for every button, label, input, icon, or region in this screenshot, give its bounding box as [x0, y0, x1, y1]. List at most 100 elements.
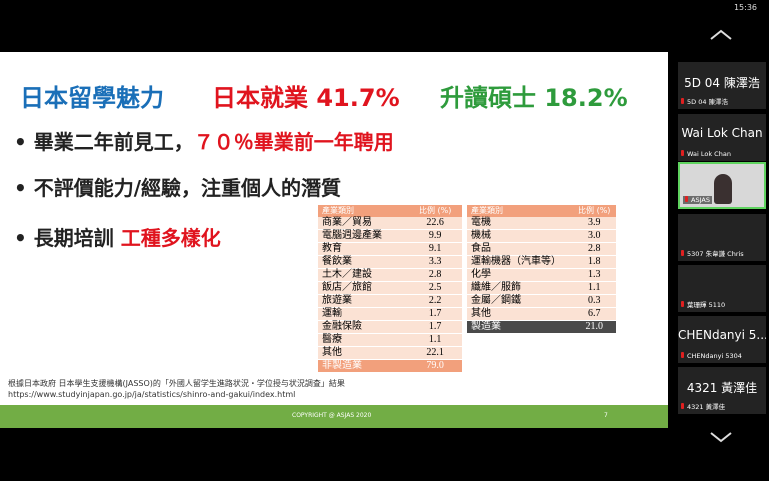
participant-label: 葉珊輝 5110 — [681, 299, 725, 309]
participant-tile[interactable]: CHENdanyi 5... CHENdanyi 5304 — [678, 316, 766, 363]
participant-name: CHENdanyi 5... — [678, 328, 766, 342]
table-cell: 1.8 — [572, 255, 616, 269]
table-cell: 1.1 — [408, 333, 462, 347]
header-cell: 產業類別 — [318, 205, 409, 217]
slide: 日本留學魅力 日本就業 41.7% 升讀碩士 18.2% • 畢業二年前見工，７… — [0, 52, 668, 428]
table-cell: 22.6 — [408, 217, 462, 230]
table-cell: 3.3 — [408, 255, 462, 269]
table-header: 產業類別 比例 (%) — [318, 205, 462, 217]
table-cell: 其他 — [318, 346, 409, 360]
participant-name: 4321 黃澤佳 — [686, 381, 758, 395]
header-cell: 比例 (%) — [408, 205, 462, 217]
table-cell: 飯店／旅館 — [318, 281, 409, 295]
scroll-up[interactable] — [708, 28, 734, 42]
table-row: 其他 22.1 — [318, 346, 462, 360]
clock: 15:36 — [733, 3, 757, 12]
table-row: 電腦週邊產業 9.9 — [318, 229, 462, 243]
table-row: 商業／貿易 22.6 — [318, 217, 462, 230]
participant-label: Wai Lok Chan — [681, 150, 731, 158]
table-cell: 0.3 — [572, 294, 616, 308]
bullet-text: 不評價能力/經驗，注重個人的潛質 — [33, 176, 342, 200]
table-row: 電機 3.9 — [467, 217, 616, 230]
table-row: 運輸 1.7 — [318, 307, 462, 321]
bullet-text: 長期培訓 — [33, 226, 121, 250]
header-cell: 產業類別 — [467, 205, 573, 217]
participant-label: 5D 04 陳澤浩 — [681, 96, 728, 106]
title-lead: 日本留學魅力 — [20, 84, 164, 112]
table-cell: 2.8 — [572, 242, 616, 256]
table-cell: 9.1 — [408, 242, 462, 256]
table-cell: 6.7 — [572, 307, 616, 321]
table-row: 醫療 1.1 — [318, 333, 462, 347]
participant-tile[interactable]: ASJAS — [678, 162, 766, 209]
footer-bar: COPYRIGHT @ ASJAS 2020 7 — [0, 405, 668, 428]
table-cell: 電腦週邊產業 — [318, 229, 409, 243]
table-cell: 1.3 — [572, 268, 616, 282]
table-cell: 2.5 — [408, 281, 462, 295]
table-row: 其他 6.7 — [467, 307, 616, 321]
table-cell: 其他 — [467, 307, 573, 321]
participant-tile[interactable]: 5D 04 陳澤浩 5D 04 陳澤浩 — [678, 62, 766, 109]
total-cell: 製造業 — [467, 320, 573, 333]
table-cell: 3.9 — [572, 217, 616, 230]
participant-tile[interactable]: 葉珊輝 5110 — [678, 265, 766, 312]
footnote: 根據日本政府 日本學生支援機構(JASSO)的「外國人留学生進路状況・学位授与状… — [8, 378, 345, 400]
bullet: • 長期培訓 工種多樣化 — [14, 226, 221, 250]
page-number: 7 — [604, 412, 608, 419]
participant-tile[interactable]: 4321 黃澤佳 4321 黃澤佳 — [678, 367, 766, 414]
total-cell: 非製造業 — [318, 359, 409, 372]
table-row: 教育 9.1 — [318, 242, 462, 256]
bullet: • 不評價能力/經驗，注重個人的潛質 — [14, 176, 342, 200]
table-row: 化學 1.3 — [467, 268, 616, 282]
table-cell: 1.1 — [572, 281, 616, 295]
table-cell: 金融保險 — [318, 320, 409, 334]
table-row: 食品 2.8 — [467, 242, 616, 256]
table-total: 製造業 21.0 — [467, 320, 616, 333]
table-header: 產業類別 比例 (%) — [467, 205, 616, 217]
footnote-line: https://www.studyinjapan.go.jp/ja/statis… — [8, 390, 296, 399]
data-table: 產業類別 比例 (%) 商業／貿易 22.6 電腦週邊產業 9.9 教育 9.1 餐飲業 3.3 土… — [318, 205, 462, 372]
table-cell: 旅遊業 — [318, 294, 409, 308]
bullet-text: 畢業二年前見工， — [33, 130, 194, 154]
participant-label: 4321 黃澤佳 — [681, 401, 725, 411]
participant-name: Wai Lok Chan — [681, 126, 763, 140]
table-cell: 機械 — [467, 229, 573, 243]
participant-tile[interactable]: 5307 朱韋謙 Chris — [678, 214, 766, 261]
table-cell: 2.8 — [408, 268, 462, 282]
total-cell: 21.0 — [572, 320, 616, 333]
title-employment: 日本就業 41.7% — [212, 84, 400, 112]
participant-label: CHENdanyi 5304 — [681, 352, 742, 360]
video-person — [714, 174, 732, 204]
table-total: 非製造業 79.0 — [318, 359, 462, 372]
table-cell: 運輸機器（汽車等） — [467, 255, 573, 269]
table-row: 纖維／服飾 1.1 — [467, 281, 616, 295]
table-cell: 1.7 — [408, 307, 462, 321]
table-cell: 餐飲業 — [318, 255, 409, 269]
participant-label: ASJAS — [683, 196, 712, 204]
table-cell: 9.9 — [408, 229, 462, 243]
footnote-line: 根據日本政府 日本學生支援機構(JASSO)的「外國人留学生進路状況・学位授与状… — [8, 379, 345, 388]
table-cell: 商業／貿易 — [318, 217, 409, 230]
bullet: • 畢業二年前見工，７０％畢業前一年聘用 — [14, 130, 394, 154]
bullet-highlight: 工種多樣化 — [120, 226, 221, 250]
table-row: 土木／建設 2.8 — [318, 268, 462, 282]
bullet-highlight: ７０％畢業前一年聘用 — [193, 130, 394, 154]
table-row: 運輸機器（汽車等） 1.8 — [467, 255, 616, 269]
copyright: COPYRIGHT @ ASJAS 2020 — [292, 412, 372, 419]
table-cell: 教育 — [318, 242, 409, 256]
table-cell: 食品 — [467, 242, 573, 256]
participant-tile[interactable]: Wai Lok Chan Wai Lok Chan — [678, 114, 766, 161]
participant-name: 5D 04 陳澤浩 — [684, 76, 760, 90]
table-cell: 3.0 — [572, 229, 616, 243]
table-cell: 1.7 — [408, 320, 462, 334]
scroll-down[interactable] — [708, 430, 734, 444]
table-cell: 化學 — [467, 268, 573, 282]
table-cell: 纖維／服飾 — [467, 281, 573, 295]
table-cell: 土木／建設 — [318, 268, 409, 282]
total-cell: 79.0 — [408, 359, 462, 372]
table-cell: 金屬／鋼鐵 — [467, 294, 573, 308]
header-cell: 比例 (%) — [572, 205, 616, 217]
title-masters: 升讀碩士 18.2% — [440, 84, 628, 112]
table-row: 餐飲業 3.3 — [318, 255, 462, 269]
